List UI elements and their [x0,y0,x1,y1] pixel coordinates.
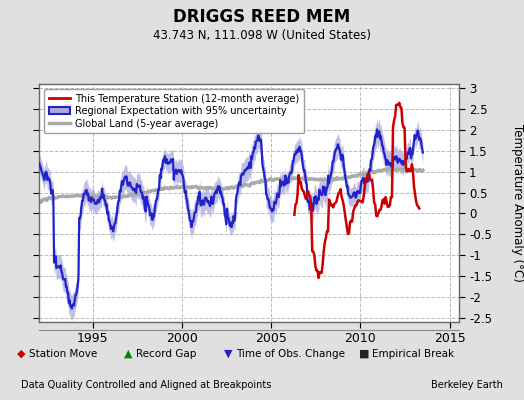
Text: ▼: ▼ [224,349,232,359]
Text: Data Quality Controlled and Aligned at Breakpoints: Data Quality Controlled and Aligned at B… [21,380,271,390]
Text: Record Gap: Record Gap [136,349,196,359]
Text: Empirical Break: Empirical Break [372,349,454,359]
Text: Station Move: Station Move [29,349,97,359]
Text: DRIGGS REED MEM: DRIGGS REED MEM [173,8,351,26]
Text: Time of Obs. Change: Time of Obs. Change [236,349,345,359]
Text: ■: ■ [359,349,369,359]
Legend: This Temperature Station (12-month average), Regional Expectation with 95% uncer: This Temperature Station (12-month avera… [44,89,304,134]
Y-axis label: Temperature Anomaly (°C): Temperature Anomaly (°C) [511,124,524,282]
Text: ◆: ◆ [17,349,25,359]
Text: Berkeley Earth: Berkeley Earth [431,380,503,390]
Text: 43.743 N, 111.098 W (United States): 43.743 N, 111.098 W (United States) [153,29,371,42]
Text: ▲: ▲ [124,349,133,359]
